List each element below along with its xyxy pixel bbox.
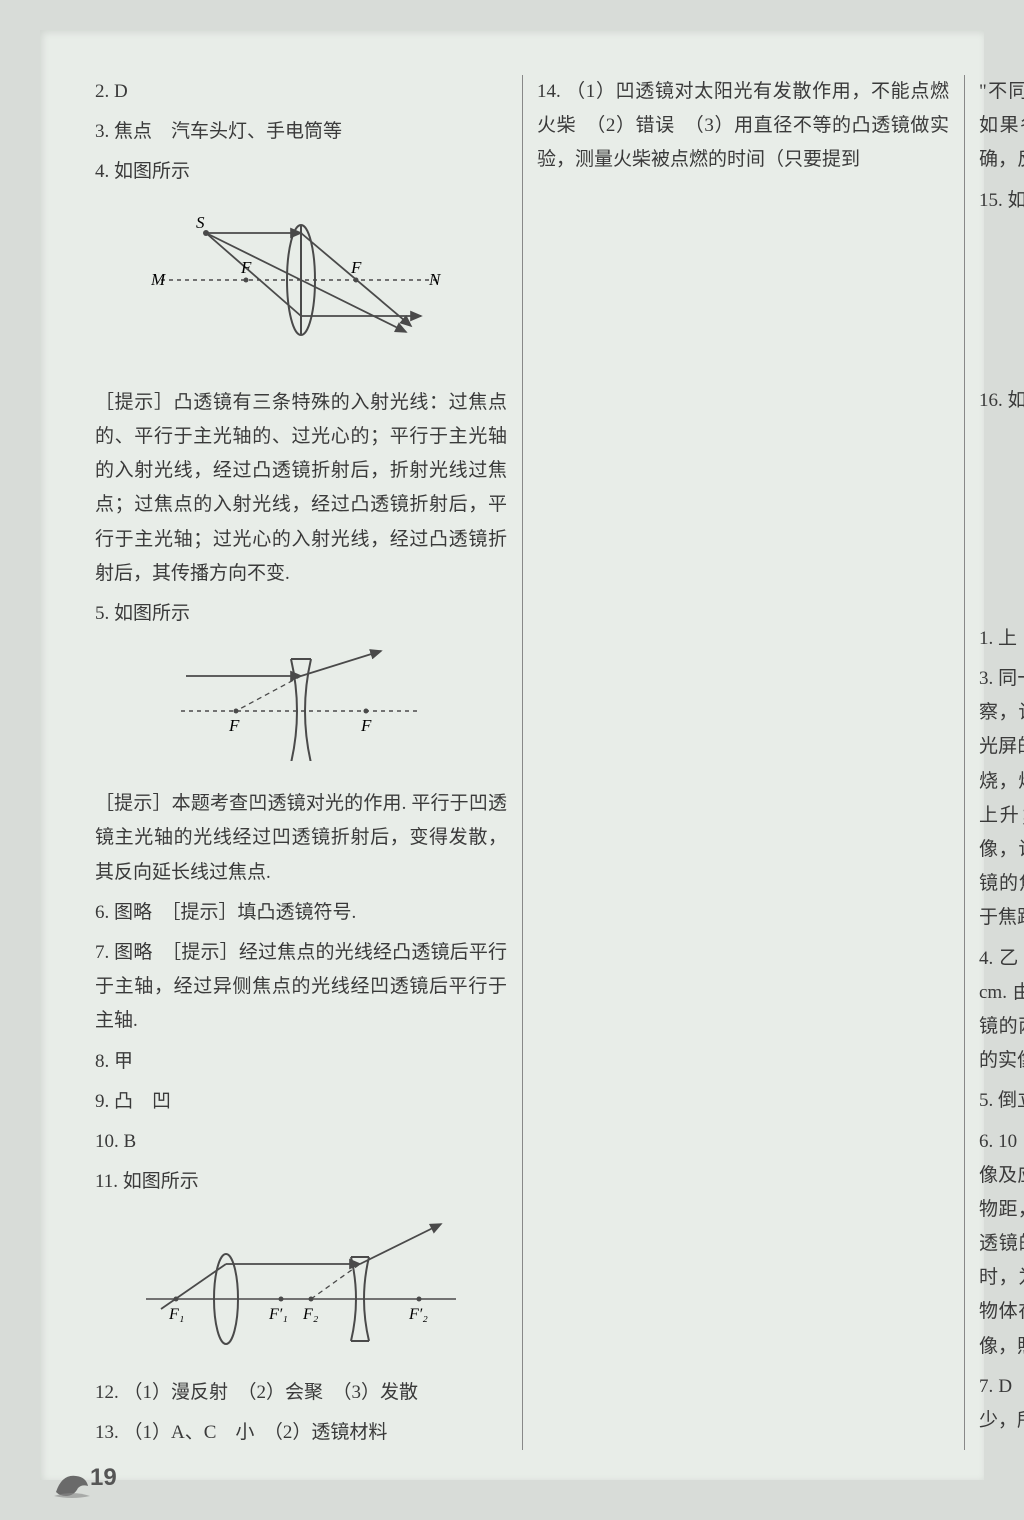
hint-4: ［提示］凸透镜有三条特殊的入射光线：过焦点的、平行于主光轴的、过光心的；平行于主… xyxy=(95,386,507,591)
figure-4: S M N F F xyxy=(95,200,507,372)
ans-16: 16. 如图所示 xyxy=(979,384,1024,418)
label-F1p-11: F′₁ xyxy=(268,1306,288,1323)
ans-15: 15. 如图所示 xyxy=(979,184,1024,218)
ans-4: 4. 如图所示 xyxy=(95,155,507,189)
label-F1-5: F xyxy=(228,716,240,735)
figure-16: a b c F O F xyxy=(979,428,1024,550)
ans-12: 12. （1）漫反射 （2）会聚 （3）发散 xyxy=(95,1376,507,1410)
r-5: 5. 倒立、缩小的实像 左 xyxy=(979,1084,1024,1118)
label-N: N xyxy=(428,270,442,289)
figure-15: a b O F F xyxy=(979,228,1024,370)
ans-8: 8. 甲 xyxy=(95,1045,507,1079)
r-3: 3. 同一高度 上 能 ［提示］为了便于实验中观察，让像成在光屏的中心，蜡烛的烛… xyxy=(979,662,1024,936)
r-6: 6. 10 靠近 照相机 ［提示］本题考查凸透镜成像及应用. 当凸透镜成清晰等大… xyxy=(979,1125,1024,1364)
ans-3: 3. 焦点 汽车头灯、手电筒等 xyxy=(95,115,507,149)
ans-14-cont: "不同直径"或者"测量时间"等关键词就算正确） 如果各次实验测量的点燃时间不等，… xyxy=(979,75,1024,178)
label-F2p-11: F′₂ xyxy=(408,1306,428,1323)
label-F1: F xyxy=(240,258,252,277)
ans-7: 7. 图略 ［提示］经过焦点的光线经凸透镜后平行于主轴，经过异侧焦点的光线经凹透… xyxy=(95,936,507,1039)
ans-13: 13. （1）A、C 小 （2）透镜材料 xyxy=(95,1416,507,1450)
label-M: M xyxy=(151,270,166,289)
ans-14: 14. （1）凹透镜对太阳光有发散作用，不能点燃火柴 （2）错误 （3）用直径不… xyxy=(537,75,949,178)
label-F1-11: F₁ xyxy=(168,1306,184,1323)
r-4: 4. 乙 ［提示］需要挑选的凸透镜焦距应小于 6 cm. 由表格中的成像情况看：… xyxy=(979,942,1024,1079)
label-S: S xyxy=(196,213,205,232)
ans-2: 2. D xyxy=(95,75,507,109)
hint-5: ［提示］本题考查凹透镜对光的作用. 平行于凹透镜主光轴的光线经过凹透镜折射后，变… xyxy=(95,787,507,890)
figure-11: F₁ F′₁ F₂ F′₂ xyxy=(95,1209,507,1361)
page-number: 19 xyxy=(90,1464,117,1492)
ans-5: 5. 如图所示 xyxy=(95,597,507,631)
label-F2-5: F xyxy=(360,716,372,735)
ans-11: 11. 如图所示 xyxy=(95,1165,507,1199)
ans-10: 10. B xyxy=(95,1125,507,1159)
dolphin-icon xyxy=(52,1466,92,1502)
figure-5: F F xyxy=(95,641,507,773)
r-7: 7. D ［提示］下半部被遮住时，透过透镜的光变少，所以像变暗，但仍然是完整的像… xyxy=(979,1370,1024,1438)
label-F2: F xyxy=(350,258,362,277)
r-1-2: 1. 上 2. 一倍焦距 二倍焦距 xyxy=(979,622,1024,656)
label-F2-11: F₂ xyxy=(302,1306,319,1323)
section-3-6: 3.6 探究凸透镜成像规律 xyxy=(979,568,1024,608)
ans-6: 6. 图略 ［提示］填凸透镜符号. xyxy=(95,896,507,930)
ans-9: 9. 凸 凹 xyxy=(95,1085,507,1119)
